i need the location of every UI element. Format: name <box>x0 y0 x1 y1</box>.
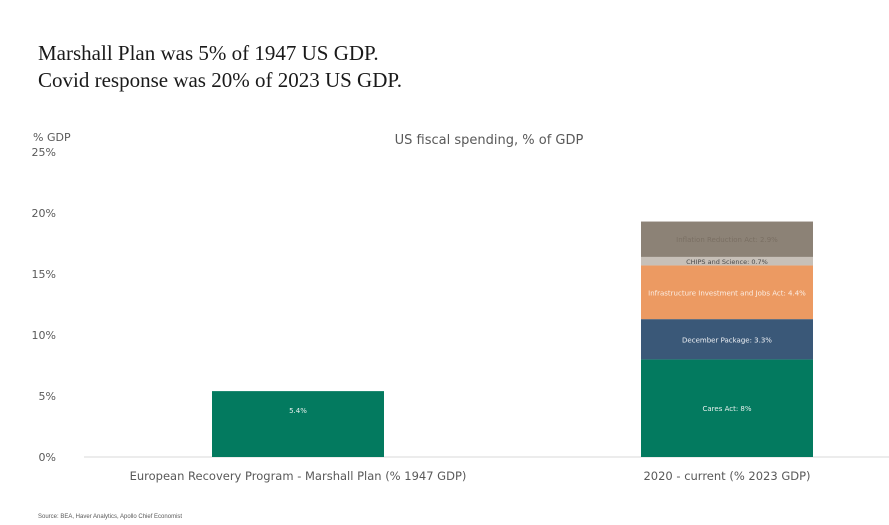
source-note: Source: BEA, Haver Analytics, Apollo Chi… <box>38 514 183 520</box>
y-tick-label: 20% <box>32 207 56 220</box>
y-tick-label: 25% <box>32 146 56 159</box>
data-label-inflation-reduction-act: Inflation Reduction Act: 2.9% <box>676 236 778 244</box>
y-tick-label: 5% <box>39 390 56 403</box>
x-axis-ticks: European Recovery Program - Marshall Pla… <box>130 469 811 483</box>
chart-title: US fiscal spending, % of GDP <box>395 133 584 148</box>
data-label-cares-act: Cares Act: 8% <box>702 405 751 413</box>
bar-segment-inflation-reduction-act <box>641 221 813 257</box>
data-label-marshall-plan: 5.4% <box>289 407 307 415</box>
y-tick-label: 10% <box>32 329 56 342</box>
data-label-infrastructure-investment-and-jobs-act: Infrastructure Investment and Jobs Act: … <box>648 289 806 297</box>
data-label-december-package: December Package: 3.3% <box>682 336 772 344</box>
headline-line-2: Covid response was 20% of 2023 US GDP. <box>38 68 402 92</box>
data-label-chips-and-science: CHIPS and Science: 0.7% <box>686 258 768 266</box>
x-tick-label: European Recovery Program - Marshall Pla… <box>130 469 467 483</box>
bar-segment-cares-act <box>641 359 813 457</box>
y-axis-label: % GDP <box>33 131 71 144</box>
y-tick-label: 15% <box>32 268 56 281</box>
x-tick-label: 2020 - current (% 2023 GDP) <box>643 469 810 483</box>
bar-segment-infrastructure-investment-and-jobs-act <box>641 265 813 320</box>
bar-labels: 5.4% Cares Act: 8% December Package: 3.3% I… <box>289 236 806 415</box>
headline-line-1: Marshall Plan was 5% of 1947 US GDP. <box>38 41 379 65</box>
y-axis-ticks: 0% 5% 10% 15% 20% 25% <box>32 146 56 464</box>
headline: Marshall Plan was 5% of 1947 US GDP. Cov… <box>38 40 402 94</box>
bars <box>212 221 813 457</box>
bar-segment-december-package <box>641 319 813 360</box>
bar-segment-marshall-plan <box>212 391 384 457</box>
y-tick-label: 0% <box>39 451 56 464</box>
bar-segment-chips-and-science <box>641 256 813 266</box>
